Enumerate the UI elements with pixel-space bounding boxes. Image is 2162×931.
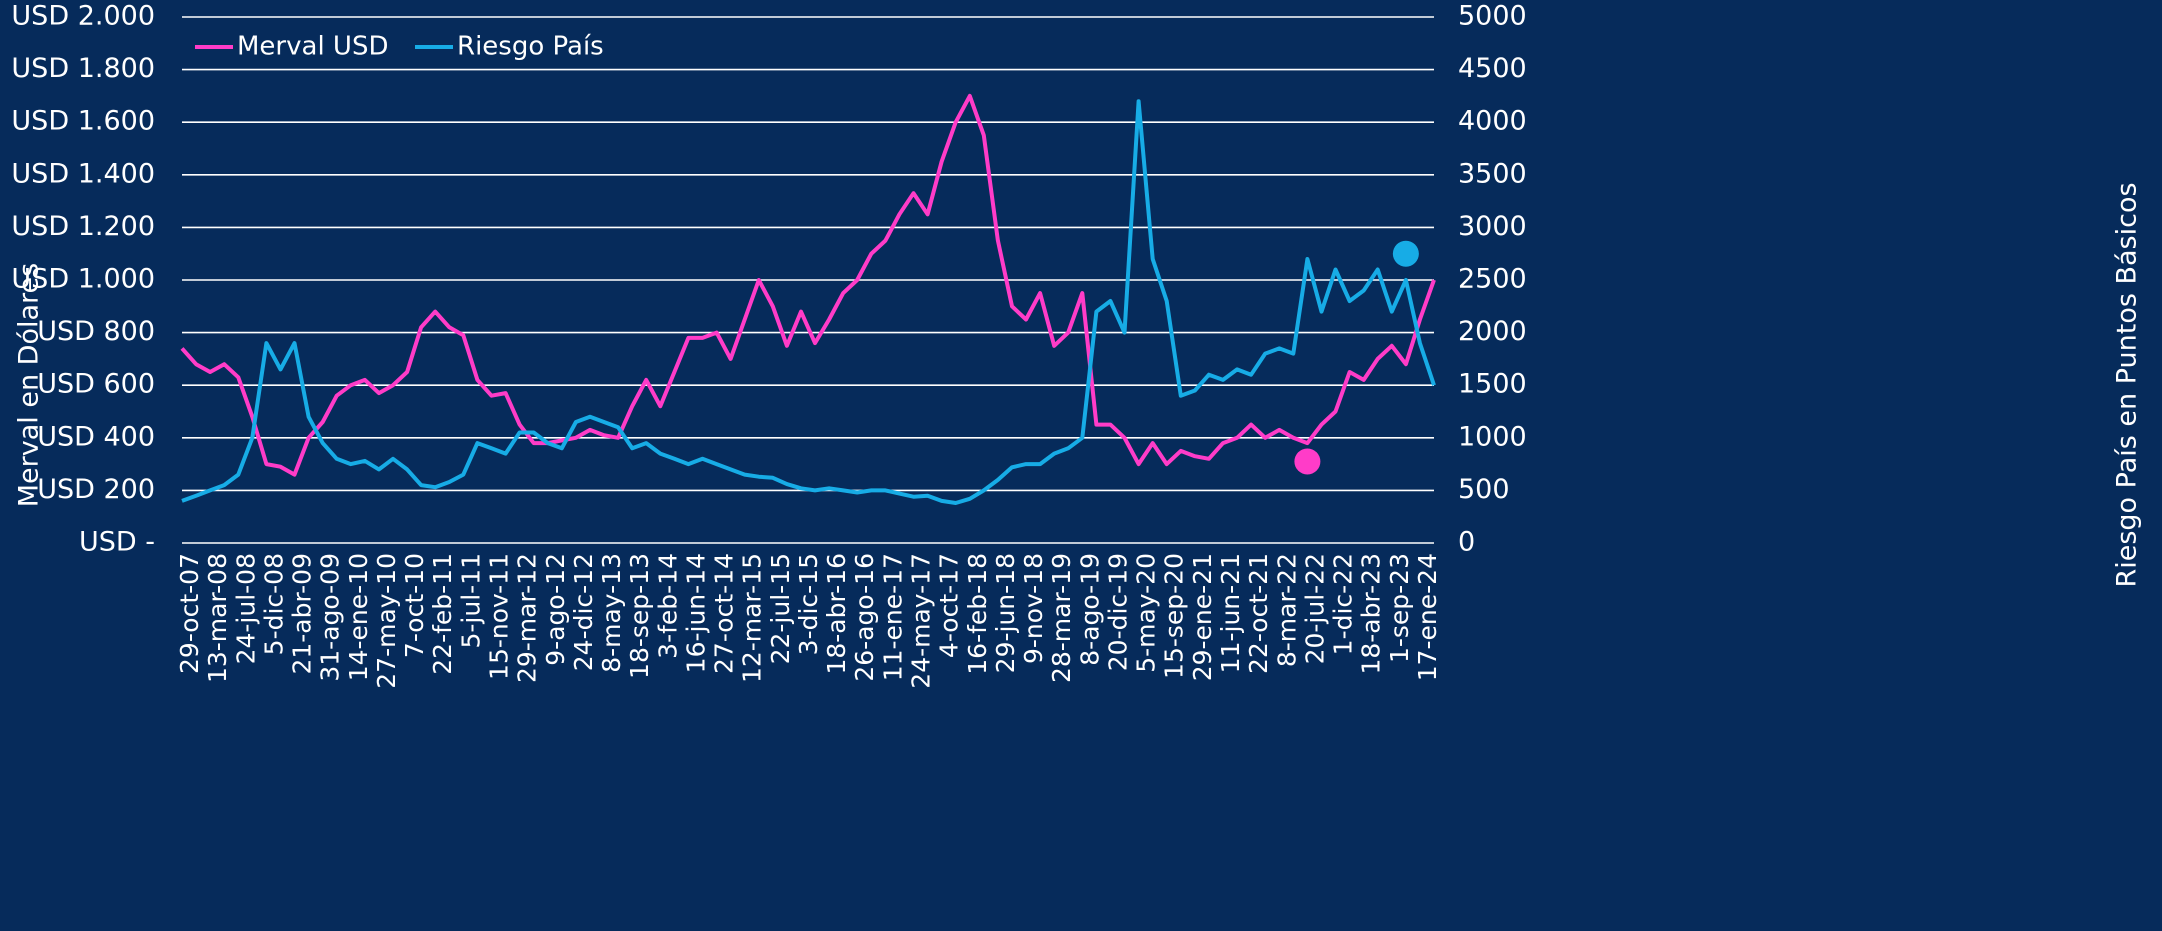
y2-tick-label: 3500 <box>1458 158 1527 189</box>
y-tick-label: USD 1.800 <box>11 53 155 84</box>
x-tick-label: 22-feb-11 <box>428 553 457 675</box>
x-tick-label: 5-may-20 <box>1132 553 1161 673</box>
highlight-marker <box>1392 240 1419 267</box>
x-tick-label: 18-abr-23 <box>1357 553 1386 675</box>
x-tick-label: 22-oct-21 <box>1244 553 1273 674</box>
x-tick-label: 8-may-13 <box>597 553 626 673</box>
x-tick-label: 15-nov-11 <box>484 553 513 680</box>
series-line <box>180 93 1436 477</box>
x-tick-label: 31-ago-09 <box>316 553 345 682</box>
x-tick-label: 5-jul-11 <box>456 553 485 649</box>
y-tick-label: USD 400 <box>37 421 155 452</box>
y-tick-label: USD 1.000 <box>11 264 155 295</box>
y2-tick-label: 500 <box>1458 474 1510 505</box>
x-tick-label: 24-may-17 <box>907 553 936 689</box>
y2-tick-label: 3000 <box>1458 211 1527 242</box>
y2-tick-label: 2500 <box>1458 264 1527 295</box>
x-tick-label: 12-mar-15 <box>738 553 767 683</box>
x-tick-label: 4-oct-17 <box>935 553 964 658</box>
x-tick-label: 29-oct-07 <box>175 553 204 674</box>
highlight-marker <box>1294 448 1321 475</box>
y2-tick-label: 2000 <box>1458 316 1527 347</box>
x-tick-label: 29-mar-12 <box>513 553 542 683</box>
y-tick-label: USD - <box>79 527 155 558</box>
x-tick-label: 20-jul-22 <box>1300 553 1329 664</box>
y-tick-label: USD 800 <box>37 316 155 347</box>
x-tick-label: 21-abr-09 <box>288 553 317 675</box>
x-tick-label: 9-nov-18 <box>1019 553 1048 664</box>
x-tick-label: 11-ene-17 <box>878 553 907 681</box>
legend-label: Merval USD <box>237 32 388 62</box>
x-tick-label: 17-ene-24 <box>1413 553 1442 681</box>
x-tick-label: 29-jun-18 <box>991 553 1020 673</box>
y-tick-label: USD 1.600 <box>11 106 155 137</box>
x-tick-label: 14-ene-10 <box>344 553 373 681</box>
x-tick-label: 11-jun-21 <box>1216 553 1245 673</box>
x-tick-label: 27-may-10 <box>372 553 401 689</box>
y-tick-label: USD 2.000 <box>11 1 155 32</box>
x-tick-label: 26-ago-16 <box>850 553 879 682</box>
y2-tick-label: 4500 <box>1458 53 1527 84</box>
x-tick-label: 16-feb-18 <box>963 553 992 675</box>
legend-label: Riesgo País <box>457 32 604 62</box>
y-tick-label: USD 1.200 <box>11 211 155 242</box>
x-tick-label: 7-oct-10 <box>400 553 429 658</box>
x-tick-label: 27-oct-14 <box>710 553 739 674</box>
y2-tick-label: 0 <box>1458 527 1475 558</box>
x-tick-label: 9-ago-12 <box>541 553 570 666</box>
x-tick-label: 3-dic-15 <box>794 553 823 655</box>
y-tick-label: USD 1.400 <box>11 158 155 189</box>
x-tick-label: 3-feb-14 <box>653 553 682 659</box>
y2-tick-label: 1000 <box>1458 421 1527 452</box>
y2-axis-title: Riesgo País en Puntos Básicos <box>2112 182 2143 587</box>
x-tick-label: 28-mar-19 <box>1047 553 1076 683</box>
y2-tick-label: 1500 <box>1458 369 1527 400</box>
x-tick-label: 1-sep-23 <box>1385 553 1414 663</box>
x-tick-label: 16-jun-14 <box>681 553 710 673</box>
x-tick-label: 18-sep-13 <box>625 553 654 679</box>
x-tick-label: 5-dic-08 <box>259 553 288 655</box>
series-line <box>181 99 1436 505</box>
y2-tick-label: 5000 <box>1458 1 1527 32</box>
x-tick-label: 29-ene-21 <box>1188 553 1217 681</box>
x-tick-label: 18-abr-16 <box>822 553 851 675</box>
x-tick-label: 13-mar-08 <box>203 553 232 683</box>
x-tick-label: 15-sep-20 <box>1160 553 1189 679</box>
y-tick-label: USD 200 <box>37 474 155 505</box>
x-tick-label: 22-jul-15 <box>766 553 795 664</box>
x-tick-label: 1-dic-22 <box>1329 553 1358 655</box>
x-tick-label: 8-mar-22 <box>1272 553 1301 667</box>
y-axis-title: Merval en Dólares <box>14 263 45 507</box>
x-tick-label: 24-dic-12 <box>569 553 598 671</box>
y2-tick-label: 4000 <box>1458 106 1527 137</box>
x-tick-label: 24-jul-08 <box>231 553 260 664</box>
x-tick-label: 8-ago-19 <box>1075 553 1104 666</box>
x-tick-label: 20-dic-19 <box>1103 553 1132 671</box>
y-tick-label: USD 600 <box>37 369 155 400</box>
